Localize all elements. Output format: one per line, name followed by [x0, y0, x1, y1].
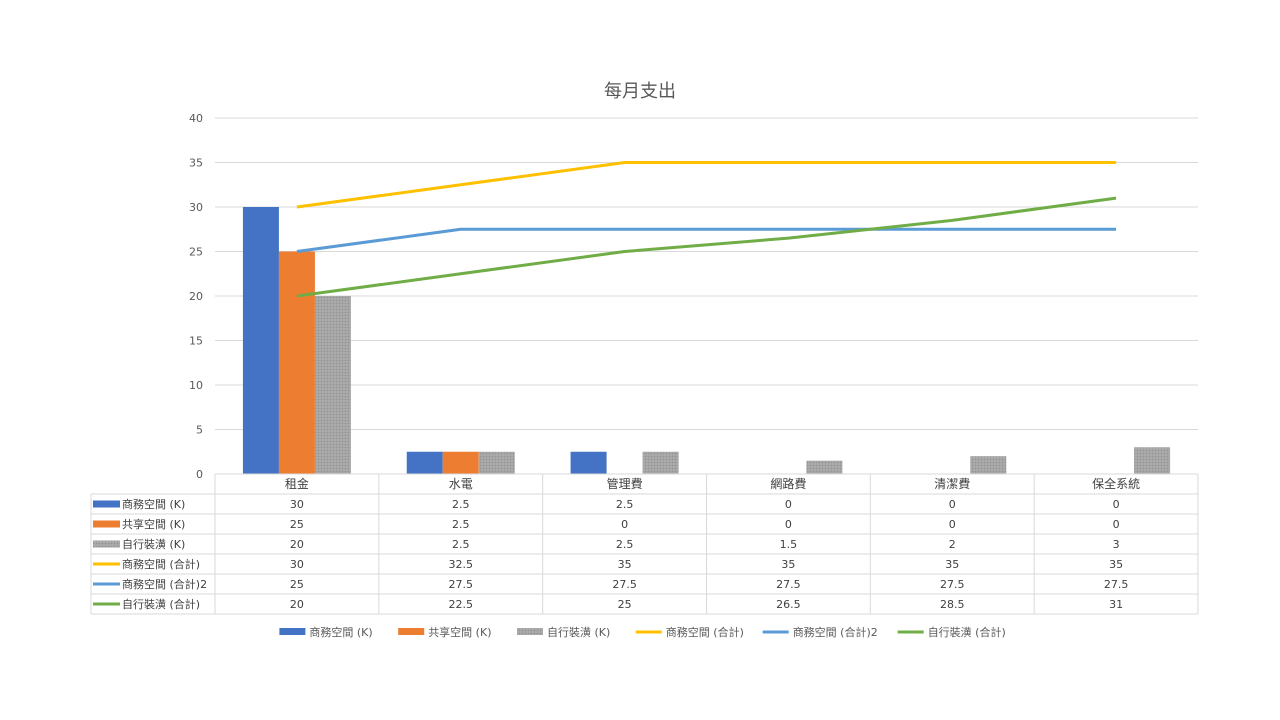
table-cell: 0 [785, 498, 792, 511]
y-tick-label: 5 [196, 424, 203, 437]
table-row-label: 自行裝潢 (合計) [122, 597, 200, 611]
bar [314, 296, 351, 474]
bar [970, 456, 1007, 474]
table-cell: 35 [945, 558, 959, 571]
x-tick-label: 清潔費 [934, 476, 970, 491]
table-cell: 0 [1113, 498, 1120, 511]
table-cell: 35 [1109, 558, 1123, 571]
table-cell: 0 [1113, 518, 1120, 531]
bar [406, 451, 443, 474]
table-row-label: 自行裝潢 (K) [122, 538, 185, 551]
table-cell: 3 [1113, 538, 1120, 551]
table-legend-key [93, 520, 120, 528]
table-cell: 1.5 [780, 538, 798, 551]
table-cell: 26.5 [776, 598, 801, 611]
x-tick-label: 網路費 [770, 476, 806, 491]
table-cell: 27.5 [1104, 578, 1129, 591]
line-marks [296, 161, 1117, 298]
series-line [296, 161, 1117, 209]
table-row-label: 商務空間 (K) [122, 497, 185, 511]
table-cell: 27.5 [612, 578, 637, 591]
y-tick-label: 15 [189, 335, 203, 348]
table-row-label: 商務空間 (合計) [122, 557, 200, 571]
table-cell: 0 [785, 518, 792, 531]
legend-label: 自行裝潢 (K) [547, 626, 610, 639]
bar [278, 251, 315, 474]
table-cell: 22.5 [449, 598, 474, 611]
table-cell: 35 [618, 558, 632, 571]
legend-label: 商務空間 (K) [309, 625, 372, 639]
table-cell: 20 [290, 538, 304, 551]
legend-key [398, 628, 425, 635]
y-tick-label: 35 [189, 157, 203, 170]
gridlines [215, 117, 1198, 430]
table-cell: 28.5 [940, 598, 965, 611]
table-cell: 31 [1109, 598, 1123, 611]
table-cell: 25 [290, 518, 304, 531]
table-cell: 35 [781, 558, 795, 571]
table-cell: 2.5 [452, 498, 470, 511]
legend-label: 自行裝潢 (合計) [928, 625, 1006, 639]
legend-label: 商務空間 (合計)2 [793, 625, 878, 639]
y-tick-label: 0 [196, 468, 203, 481]
table-row-label: 商務空間 (合計)2 [122, 577, 207, 591]
table-legend-key [93, 540, 120, 548]
y-tick-label: 30 [189, 201, 203, 214]
bar [1134, 447, 1171, 474]
table-cell: 30 [290, 558, 304, 571]
table-cell: 20 [290, 598, 304, 611]
y-tick-label: 20 [189, 290, 203, 303]
x-tick-label: 水電 [449, 477, 473, 491]
series-line [296, 196, 1117, 298]
table-cell: 0 [621, 518, 628, 531]
table-cell: 2.5 [616, 538, 634, 551]
x-tick-label: 管理費 [607, 476, 643, 491]
table-cell: 2.5 [452, 538, 470, 551]
legend-label: 共享空間 (K) [428, 625, 491, 639]
table-cell: 32.5 [449, 558, 474, 571]
legend: 商務空間 (K) 共享空間 (K) 自行裝潢 (K) 商務空間 (合計) 商務空間 (合… [279, 625, 1006, 639]
table-cell: 2 [949, 538, 956, 551]
bar [242, 207, 279, 474]
bar [478, 451, 515, 474]
table-cell: 27.5 [940, 578, 965, 591]
table-cell: 2.5 [452, 518, 470, 531]
legend-key [517, 628, 543, 635]
table-cell: 0 [949, 518, 956, 531]
table-cell: 0 [949, 498, 956, 511]
bar [642, 451, 679, 474]
bar [806, 460, 843, 474]
bar [442, 451, 479, 474]
y-tick-label: 10 [189, 379, 203, 392]
bar [570, 451, 607, 474]
table-cell: 2.5 [616, 498, 634, 511]
bar-marks [242, 207, 1171, 474]
x-tick-label: 保全系統 [1092, 476, 1140, 491]
y-tick-label: 25 [189, 246, 203, 259]
table-cell: 30 [290, 498, 304, 511]
chart-title: 每月支出 [604, 81, 676, 102]
y-axis-ticks: 0 5 10 15 20 25 30 35 40 [189, 112, 203, 481]
x-tick-label: 租金 [285, 476, 309, 491]
y-tick-label: 40 [189, 112, 203, 125]
legend-key [279, 628, 306, 635]
table-cell: 27.5 [776, 578, 801, 591]
table-legend-key [93, 500, 120, 508]
table-cell: 25 [290, 578, 304, 591]
legend-label: 商務空間 (合計) [666, 625, 744, 639]
table-cell: 25 [618, 598, 632, 611]
series-line [296, 227, 1117, 253]
table-row-label: 共享空間 (K) [122, 517, 185, 531]
table-cell: 27.5 [449, 578, 474, 591]
